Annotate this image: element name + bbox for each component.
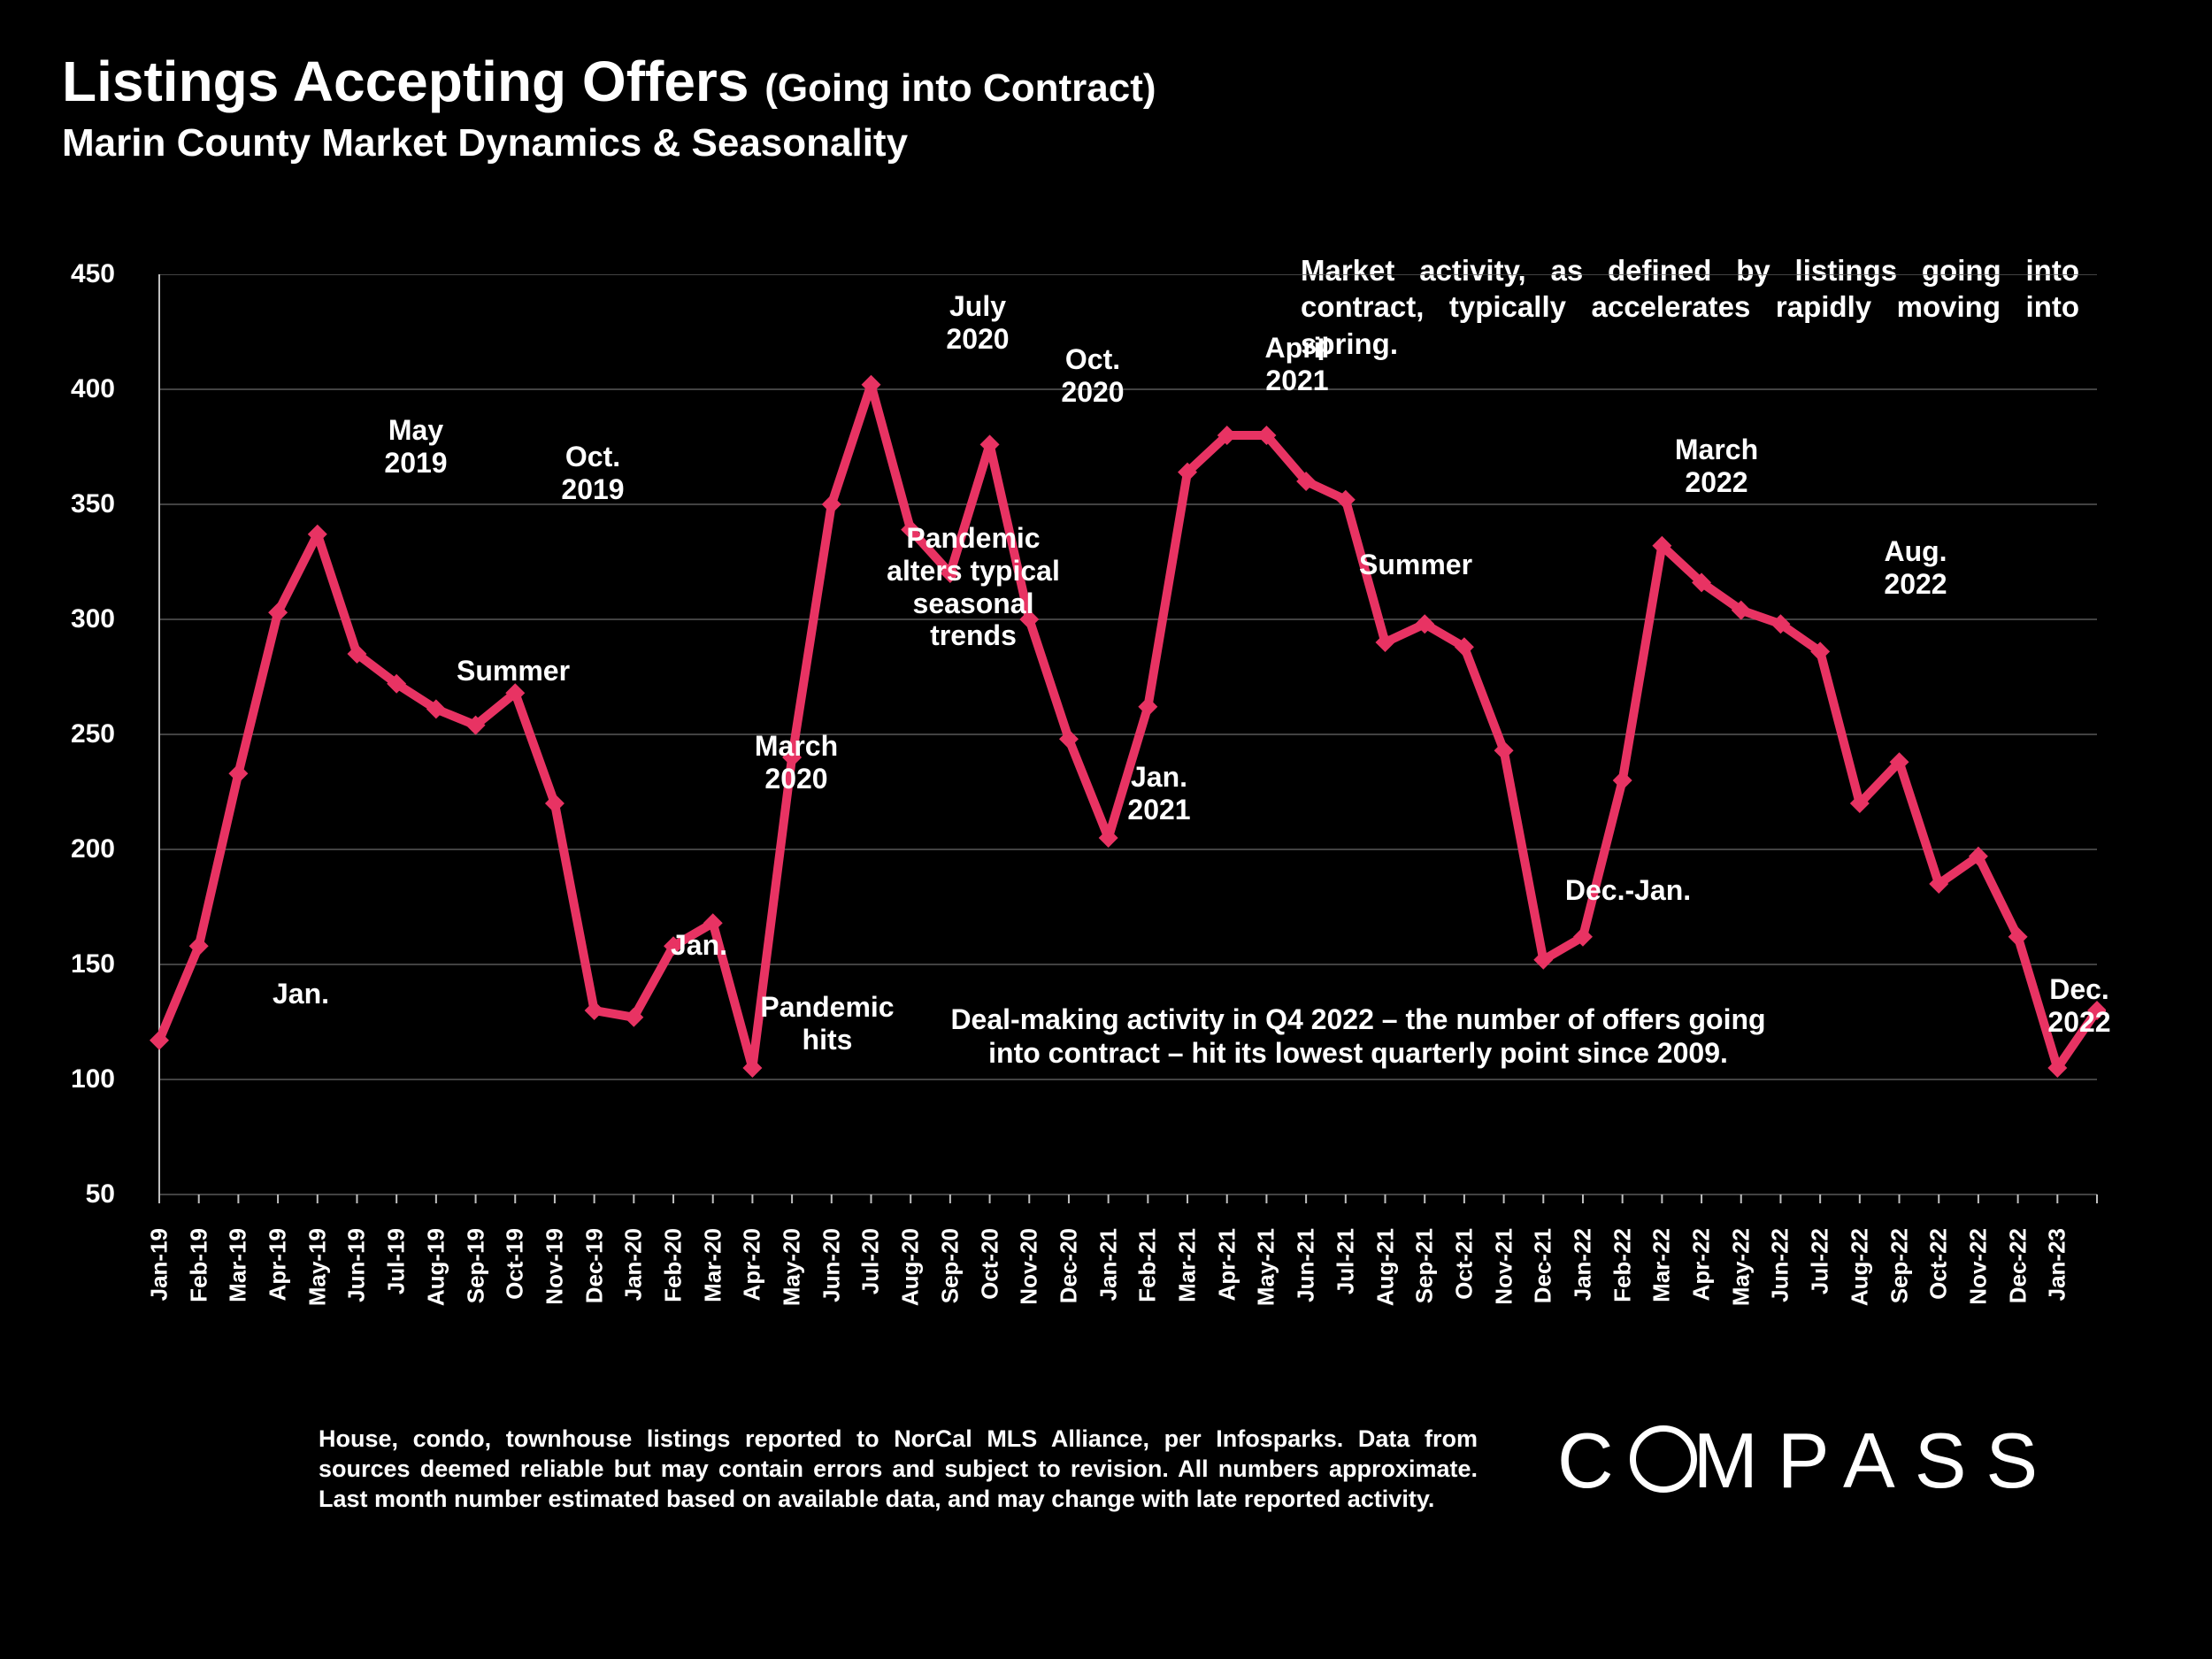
x-tick-label: Jul-21: [1332, 1228, 1359, 1294]
x-tick-label: Sep-21: [1411, 1228, 1439, 1303]
x-tick-label: Feb-20: [660, 1228, 687, 1302]
x-tick-label: Aug-19: [422, 1228, 449, 1306]
x-tick-label: Sep-20: [936, 1228, 964, 1303]
chart-annotation: March2022: [1610, 434, 1823, 499]
y-tick-label: 350: [44, 489, 115, 519]
x-axis-labels: Jan-19 Feb-19 Mar-19 Apr-19 May-19 Jun-19 Jul-…: [142, 1221, 2106, 1327]
x-tick-label: Sep-22: [1886, 1228, 1913, 1303]
x-tick-label: Sep-19: [462, 1228, 489, 1303]
x-tick-label: Dec-22: [2004, 1228, 2032, 1303]
chart-annotation: Jan.: [593, 929, 805, 962]
x-tick-label: Jan-19: [146, 1228, 173, 1301]
x-tick-label: Mar-22: [1648, 1228, 1676, 1302]
x-tick-label: Mar-20: [699, 1228, 726, 1302]
x-tick-label: Apr-21: [1213, 1228, 1240, 1301]
chart-annotation: March2020: [690, 730, 902, 795]
chart-annotation: Summer: [407, 655, 619, 687]
x-tick-label: Apr-19: [265, 1228, 292, 1301]
chart-annotation: Oct.2019: [487, 441, 699, 506]
y-tick-label: 400: [44, 374, 115, 404]
compass-logo: CMPASS: [1557, 1416, 2057, 1506]
x-tick-label: Dec-21: [1530, 1228, 1557, 1303]
x-tick-label: Aug-21: [1371, 1228, 1399, 1306]
x-tick-label: Dec-19: [580, 1228, 608, 1303]
x-tick-label: Oct-22: [1925, 1228, 1953, 1300]
x-tick-label: Feb-21: [1134, 1228, 1162, 1302]
x-tick-label: Aug-22: [1846, 1228, 1873, 1306]
page: Listings Accepting Offers (Going into Co…: [0, 0, 2212, 1659]
x-tick-label: Jan-20: [620, 1228, 648, 1301]
x-tick-label: Jun-22: [1767, 1228, 1794, 1302]
x-tick-label: Nov-21: [1490, 1228, 1517, 1305]
x-tick-label: Nov-22: [1964, 1228, 1992, 1305]
x-tick-label: Nov-20: [1016, 1228, 1043, 1305]
x-tick-label: Jul-20: [857, 1228, 885, 1294]
title-block: Listings Accepting Offers (Going into Co…: [62, 49, 1156, 165]
x-tick-label: Feb-19: [185, 1228, 212, 1302]
x-tick-label: May-22: [1727, 1228, 1755, 1306]
compass-logo-o-icon: [1630, 1425, 1697, 1493]
y-axis-labels: 45040035030025020015010050: [53, 274, 133, 1203]
chart-annotation: April2021: [1191, 332, 1403, 397]
x-tick-label: Oct-19: [502, 1228, 529, 1300]
chart-annotation: Jan.2021: [1053, 761, 1265, 826]
x-tick-label: Jun-21: [1293, 1228, 1320, 1302]
subtitle: Marin County Market Dynamics & Seasonali…: [62, 121, 1156, 165]
x-tick-label: Aug-20: [897, 1228, 925, 1306]
x-tick-label: Mar-21: [1174, 1228, 1202, 1302]
chart-annotation: Aug.2022: [1809, 535, 2022, 601]
x-tick-label: Oct-21: [1450, 1228, 1478, 1300]
x-tick-label: Jan-22: [1569, 1228, 1596, 1301]
y-tick-label: 100: [44, 1064, 115, 1094]
x-tick-label: Mar-19: [225, 1228, 252, 1302]
y-tick-label: 300: [44, 604, 115, 634]
title-paren: (Going into Contract): [764, 66, 1156, 110]
chart-annotation: Dec.2022: [1973, 973, 2185, 1039]
commentary-bottom: Deal-making activity in Q4 2022 – the nu…: [872, 1002, 1845, 1071]
x-tick-label: Jun-19: [343, 1228, 371, 1302]
x-tick-label: May-20: [779, 1228, 806, 1306]
chart-annotation: Summer: [1310, 549, 1522, 581]
x-tick-label: May-21: [1253, 1228, 1280, 1306]
y-tick-label: 450: [44, 259, 115, 289]
x-tick-label: Jan-21: [1094, 1228, 1122, 1301]
x-tick-label: Feb-22: [1609, 1228, 1636, 1302]
y-tick-label: 50: [44, 1179, 115, 1210]
x-tick-label: Oct-20: [976, 1228, 1003, 1300]
y-tick-label: 250: [44, 719, 115, 749]
x-tick-label: Dec-20: [1055, 1228, 1082, 1303]
x-tick-label: Nov-19: [541, 1228, 568, 1305]
chart-annotation: Dec.-Jan.: [1522, 874, 1734, 907]
chart-annotation: Pandemic alters typicalseasonal trends: [867, 522, 1079, 652]
title-main: Listings Accepting Offers: [62, 50, 764, 113]
x-tick-label: Jan-23: [2044, 1228, 2071, 1301]
chart-annotation: Jan.: [195, 978, 407, 1010]
y-tick-label: 200: [44, 834, 115, 864]
x-tick-label: May-19: [303, 1228, 331, 1306]
footer-text: House, condo, townhouse listings reporte…: [319, 1425, 1478, 1514]
y-tick-label: 150: [44, 949, 115, 979]
x-tick-label: Jul-19: [383, 1228, 411, 1294]
x-tick-label: Jul-22: [1807, 1228, 1834, 1294]
x-tick-label: Jun-20: [818, 1228, 845, 1302]
x-tick-label: Apr-22: [1688, 1228, 1716, 1301]
x-tick-label: Apr-20: [739, 1228, 766, 1301]
chart-annotation: Oct.2020: [987, 343, 1199, 409]
